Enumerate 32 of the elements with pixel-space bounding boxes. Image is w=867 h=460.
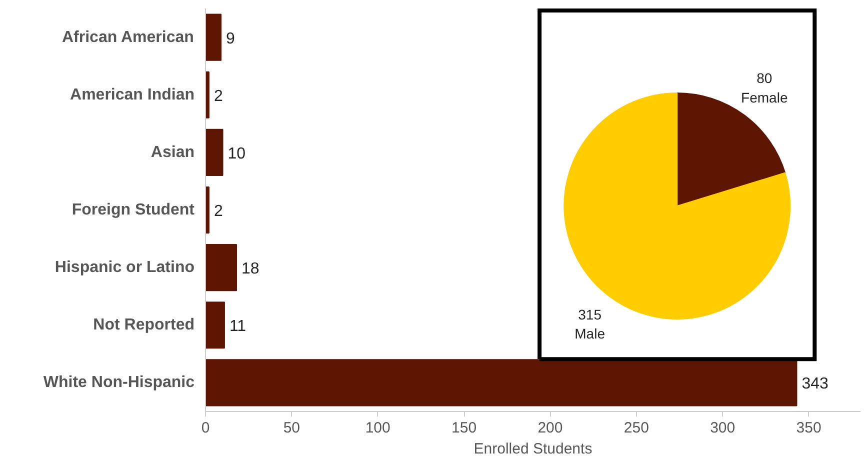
x-tick-label: 250: [624, 420, 649, 436]
bar: [206, 14, 222, 61]
y-tick-label: American Indian: [70, 86, 195, 104]
data-label: 2: [214, 88, 223, 105]
bar: [206, 128, 224, 176]
y-tick-label: Foreign Student: [72, 202, 196, 218]
x-tick-label: 100: [365, 420, 390, 436]
slice-label: Male: [574, 326, 606, 342]
x-tick-label: 0: [201, 420, 210, 436]
y-tick-label: Asian: [150, 144, 195, 161]
x-tick-label: 200: [538, 420, 563, 436]
x-tick-label: 150: [452, 420, 477, 436]
x-axis-title: Enrolled Students: [474, 440, 592, 458]
data-label: 2: [214, 203, 223, 220]
data-label: 315: [578, 306, 602, 323]
bar: [206, 359, 798, 406]
data-label: 10: [228, 145, 246, 162]
y-tick-label: Hispanic or Latino: [54, 259, 195, 276]
y-tick-label: White Non-Hispanic: [43, 374, 195, 392]
data-label: 343: [802, 376, 829, 393]
data-label: 11: [229, 318, 246, 336]
x-tick-label: 350: [796, 420, 822, 436]
x-tick-label: 300: [710, 420, 736, 436]
bar: [206, 244, 238, 292]
slice-label: Female: [741, 89, 788, 106]
y-tick-label: Not Reported: [93, 316, 194, 334]
y-tick-label: African American: [62, 28, 194, 46]
bar: [206, 302, 225, 349]
data-label: 80: [756, 70, 772, 86]
data-label: 9: [226, 30, 236, 48]
data-label: 18: [242, 260, 260, 278]
x-tick-label: 50: [283, 420, 300, 436]
